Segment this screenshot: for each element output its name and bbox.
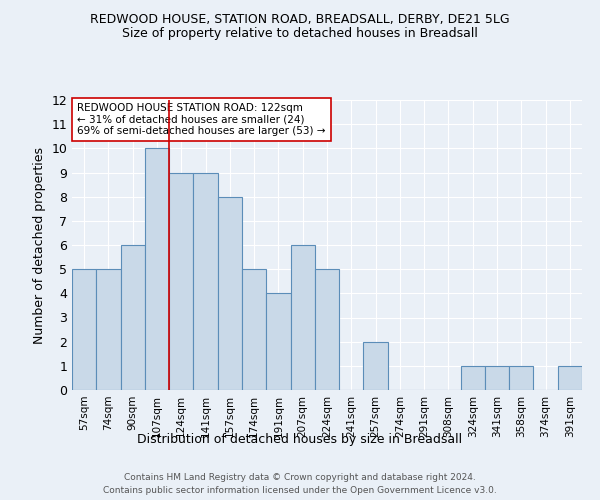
Bar [72, 269, 96, 390]
Text: Contains HM Land Registry data © Crown copyright and database right 2024.: Contains HM Land Registry data © Crown c… [124, 472, 476, 482]
Text: Distribution of detached houses by size in Breadsall: Distribution of detached houses by size … [137, 432, 463, 446]
Bar [485, 366, 509, 390]
Text: REDWOOD HOUSE STATION ROAD: 122sqm
← 31% of detached houses are smaller (24)
69%: REDWOOD HOUSE STATION ROAD: 122sqm ← 31%… [77, 103, 326, 136]
Bar [461, 366, 485, 390]
Bar [96, 269, 121, 390]
Bar [509, 366, 533, 390]
Bar [218, 196, 242, 390]
Bar [558, 366, 582, 390]
Text: Size of property relative to detached houses in Breadsall: Size of property relative to detached ho… [122, 28, 478, 40]
Bar [121, 245, 145, 390]
Bar [266, 294, 290, 390]
Bar [169, 172, 193, 390]
Text: Contains public sector information licensed under the Open Government Licence v3: Contains public sector information licen… [103, 486, 497, 495]
Bar [290, 245, 315, 390]
Bar [315, 269, 339, 390]
Bar [145, 148, 169, 390]
Bar [193, 172, 218, 390]
Text: REDWOOD HOUSE, STATION ROAD, BREADSALL, DERBY, DE21 5LG: REDWOOD HOUSE, STATION ROAD, BREADSALL, … [90, 12, 510, 26]
Bar [364, 342, 388, 390]
Y-axis label: Number of detached properties: Number of detached properties [33, 146, 46, 344]
Bar [242, 269, 266, 390]
